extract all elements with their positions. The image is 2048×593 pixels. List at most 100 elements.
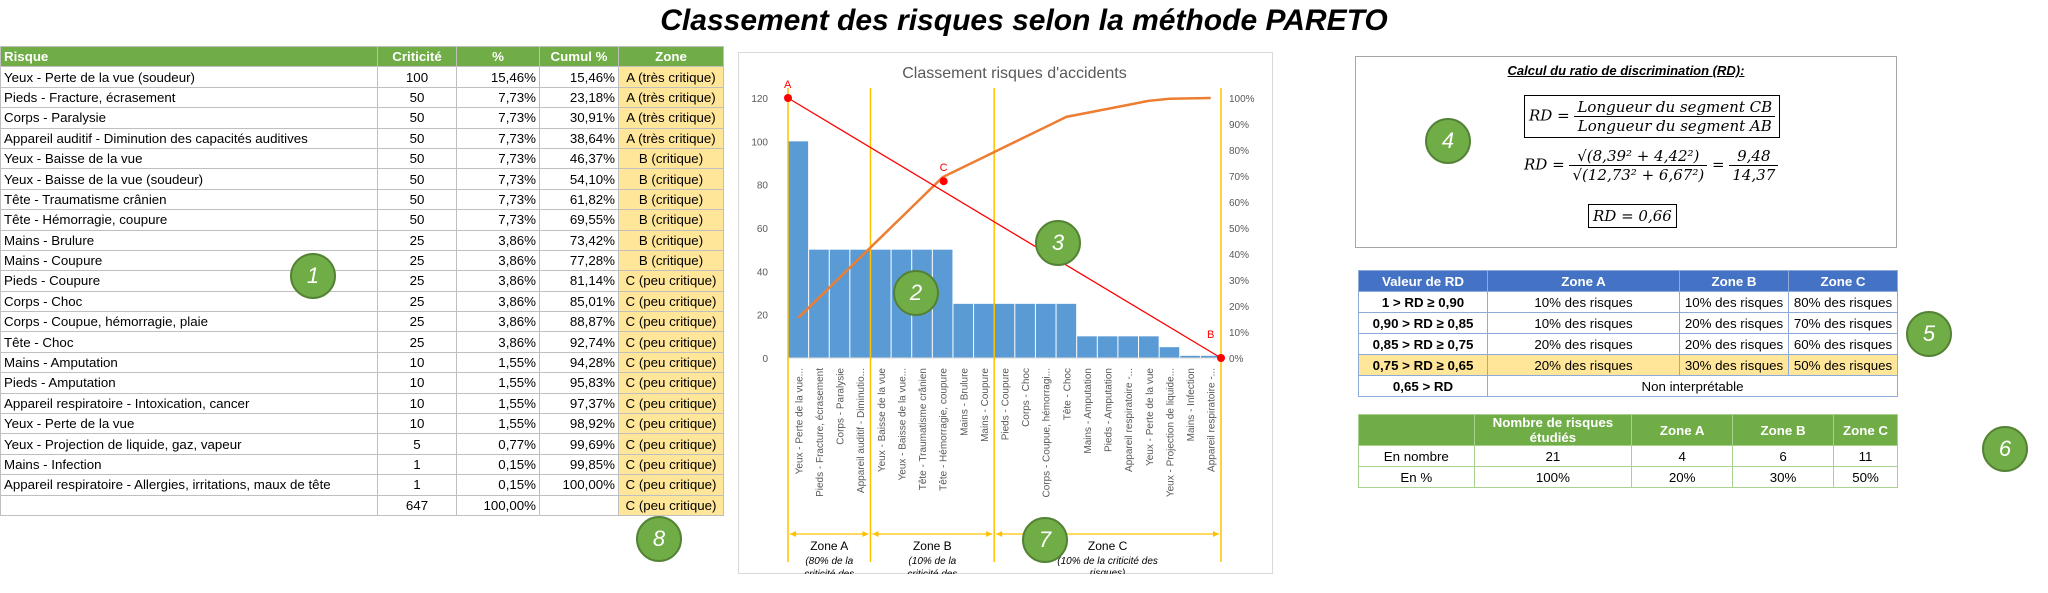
y2-tick-label: 80% <box>1229 146 1249 157</box>
rd-cell: 70% des risques <box>1788 312 1898 334</box>
cumul-value: 46,37% <box>539 147 619 170</box>
badge-8: 8 <box>636 516 682 562</box>
rd-cell: 10% des risques <box>1487 312 1680 334</box>
risk-name <box>0 494 378 516</box>
summary-header: Zone C <box>1833 414 1898 446</box>
risk-row: Pieds - Amputation 10 1,55% 95,83% C (peu cr… <box>0 372 724 394</box>
badge-1: 1 <box>290 253 336 299</box>
summary-cell: 11 <box>1833 445 1898 467</box>
summary-header: Nombre de risques étudiés <box>1473 414 1633 446</box>
badge-5: 5 <box>1906 311 1952 357</box>
category-label: Corps - Coupue, hémorragi... <box>1042 368 1053 498</box>
y-tick-label: 20 <box>757 311 769 322</box>
total-row: 647 100,00% C (peu critique) <box>0 494 724 516</box>
point-label-B: B <box>1207 329 1214 341</box>
risk-name: Mains - Infection <box>0 453 378 476</box>
percent-value: 7,73% <box>456 86 540 109</box>
rd-cell: 80% des risques <box>1788 291 1898 313</box>
criticite-value: 25 <box>377 311 457 333</box>
zone-arrow-head <box>996 531 1003 537</box>
point-label-A: A <box>784 79 792 91</box>
bar <box>1097 336 1118 358</box>
percent-value: 7,73% <box>456 107 540 129</box>
bar <box>850 249 870 358</box>
rd-row: 0,90 > RD ≥ 0,85 10% des risques 20% des r… <box>1358 312 1898 334</box>
badge-4: 4 <box>1425 118 1471 164</box>
summary-header <box>1358 414 1475 446</box>
criticite-value: 50 <box>377 86 457 109</box>
cumul-value <box>539 494 619 516</box>
point-label-C: C <box>940 162 948 174</box>
category-label: Yeux - Perte de la vue <box>1145 368 1156 466</box>
percent-value: 0,15% <box>456 474 540 496</box>
category-label: Pieds - Coupure <box>1001 368 1012 441</box>
risk-name: Yeux - Baisse de la vue (soudeur) <box>0 168 378 190</box>
risk-name: Mains - Brulure <box>0 229 378 251</box>
rd-cell: 20% des risques <box>1487 333 1680 355</box>
criticite-value: 1 <box>377 453 457 476</box>
criticite-value: 50 <box>377 107 457 129</box>
y-tick-label: 0 <box>762 354 768 365</box>
risk-row: Appareil respiratoire - Intoxication, ca… <box>0 392 724 415</box>
badge-2: 2 <box>893 270 939 316</box>
risk-row: Yeux - Baisse de la vue 50 7,73% 46,37% B (c… <box>0 147 724 170</box>
percent-value: 0,15% <box>456 453 540 476</box>
cumul-value: 99,69% <box>539 433 619 455</box>
criticite-value: 647 <box>377 494 457 516</box>
cumul-value: 61,82% <box>539 188 619 211</box>
y2-tick-label: 50% <box>1229 224 1249 235</box>
chart-title: Classement risques d'accidents <box>902 65 1127 82</box>
category-label: Mains - Amputation <box>1083 368 1094 454</box>
risk-name: Corps - Coupue, hémorragie, plaie <box>0 311 378 333</box>
cumul-value: 94,28% <box>539 351 619 374</box>
rd-cell: 10% des risques <box>1487 291 1680 313</box>
criticite-value: 50 <box>377 127 457 149</box>
bar <box>1118 336 1139 358</box>
bar <box>1200 355 1221 358</box>
bar <box>1139 336 1159 358</box>
risk-row: Yeux - Projection de liquide, gaz, vapeu… <box>0 433 724 455</box>
badge-3: 3 <box>1035 220 1081 266</box>
bar <box>829 249 850 358</box>
risk-name: Appareil auditif - Diminution des capaci… <box>0 127 378 149</box>
summary-row-label: En nombre <box>1358 445 1475 467</box>
rd-cell: 60% des risques <box>1788 333 1898 355</box>
badge-7: 7 <box>1022 517 1068 563</box>
risk-name: Pieds - Amputation <box>0 372 378 394</box>
summary-cell: 50% <box>1833 466 1898 488</box>
summary-cell: 20% <box>1631 466 1734 488</box>
bar <box>1180 355 1200 358</box>
cumulative-line <box>797 96 1211 319</box>
rd-non-interpretable: Non interprétable <box>1487 375 1898 397</box>
percent-value: 0,77% <box>456 433 540 455</box>
cumul-value: 69,55% <box>539 209 619 231</box>
page-title: Classement des risques selon la méthode … <box>660 4 1388 37</box>
header-zone: Zone <box>618 45 724 68</box>
summary-cell: 21 <box>1473 445 1633 467</box>
category-label: Tête - Hémorragie, coupure <box>939 368 950 491</box>
rd-calculation-box: Calcul du ratio de discrimination (RD): … <box>1355 56 1897 248</box>
summary-cell: 30% <box>1732 466 1835 488</box>
zone-name: Zone B <box>913 539 952 553</box>
zone-value: C (peu critique) <box>618 474 724 496</box>
percent-value: 100,00% <box>456 494 540 516</box>
risk-name: Yeux - Projection de liquide, gaz, vapeu… <box>0 433 378 455</box>
summary-cell: 100% <box>1473 466 1633 488</box>
risk-row: Pieds - Coupure 25 3,86% 81,14% C (peu criti… <box>0 270 724 292</box>
risk-name: Appareil respiratoire - Intoxication, ca… <box>0 392 378 415</box>
percent-value: 7,73% <box>456 127 540 149</box>
cumul-value: 100,00% <box>539 474 619 496</box>
risk-name: Mains - Amputation <box>0 351 378 374</box>
bar <box>1159 347 1180 358</box>
bar <box>1056 303 1077 358</box>
rd-header-zone-a: Zone A <box>1487 270 1680 292</box>
risk-row: Mains - Amputation 10 1,55% 94,28% C (peu cr… <box>0 351 724 374</box>
y2-tick-label: 100% <box>1229 94 1255 105</box>
criticite-value: 10 <box>377 372 457 394</box>
rd-cell: 50% des risques <box>1788 354 1898 376</box>
category-label: Pieds - Amputation <box>1104 368 1115 452</box>
zone-note: criticité des <box>804 569 854 574</box>
category-label: Yeux - Perte de la vue... <box>794 368 805 474</box>
zone-arrow-head <box>986 531 993 537</box>
y2-tick-label: 90% <box>1229 120 1249 131</box>
